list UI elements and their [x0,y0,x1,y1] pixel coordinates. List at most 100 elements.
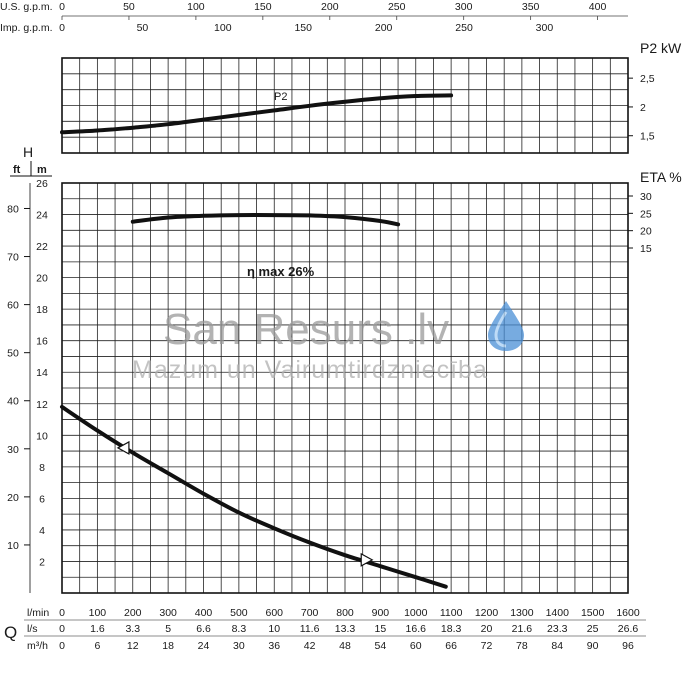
imp-gpm-label: Imp. g.p.m. [0,22,53,34]
ls-tick-labels: 0 1.6 3.3 5 6.6 8.3 10 11.6 13.3 15 16.6 18.3 20 21.6… [59,623,638,635]
imp-gpm-tick-label: 150 [294,22,312,34]
imp-gpm-tick-label: 200 [375,22,393,34]
eta-tick-label: 25 [640,208,652,220]
head-m-tick-label: 2 [39,556,45,568]
eta-tick-label: 30 [640,191,652,203]
ls-tick-label: 10 [268,623,280,635]
us-gpm-tick-label: 100 [187,1,205,13]
m3h-tick-label: 78 [516,640,528,652]
lmin-tick-label: 200 [124,607,142,619]
main-frame [61,182,629,594]
ls-tick-label: 23.3 [547,623,568,635]
ls-tick-label: 1.6 [90,623,105,635]
us-gpm-label: U.S. g.p.m. [0,1,53,13]
head-ft-tick-label: 50 [7,348,19,360]
us-gpm-tick-label: 0 [59,1,65,13]
watermark: San Resurs .lv Mazum un Vairumtirdzniecī… [132,301,524,384]
head-ft-tick-label: 70 [7,252,19,264]
m3h-tick-label: 72 [481,640,493,652]
head-m-tick-label: 14 [36,367,48,379]
flow-axis-q-label: Q [4,623,17,642]
imp-gpm-tick-label: 250 [455,22,473,34]
m3h-tick-labels: 0 6 12 18 24 30 36 42 48 54 60 66 72 78 84 90 96 [59,640,634,652]
m3h-tick-label: 30 [233,640,245,652]
range-marker-triangle [360,552,374,567]
lmin-tick-label: 1600 [616,607,640,619]
eta-tick-label: 15 [640,243,652,255]
lmin-tick-label: 1500 [581,607,605,619]
lmin-tick-label: 1200 [475,607,499,619]
us-gpm-tick-label: 200 [321,1,339,13]
ls-tick-label: 3.3 [125,623,140,635]
ls-tick-label: 6.6 [196,623,211,635]
lmin-tick-label: 100 [89,607,107,619]
m3h-tick-label: 60 [410,640,422,652]
head-ft-tick-label: 10 [7,540,19,552]
lmin-tick-label: 0 [59,607,65,619]
p2-tick-label: 2 [640,102,646,114]
head-unit-ft: ft [13,164,21,176]
water-drop-icon [488,301,524,351]
us-gpm-tick-label: 250 [388,1,406,13]
ls-tick-label: 20 [481,623,493,635]
m3h-tick-label: 84 [551,640,563,652]
p2-ticks: 2,5 2 1,5 [628,73,655,143]
m3h-tick-label: 90 [587,640,599,652]
ls-tick-label: 13.3 [335,623,356,635]
m3h-tick-label: 36 [268,640,280,652]
head-m-tick-label: 16 [36,336,48,348]
p2-tick-label: 1,5 [640,131,655,143]
lmin-tick-label: 800 [336,607,354,619]
power-grid [62,58,628,153]
top-axes: U.S. g.p.m. Imp. g.p.m. 0 50 100 150 200 250 3… [0,1,628,34]
m3h-tick-label: 48 [339,640,351,652]
us-gpm-tick-label: 150 [254,1,272,13]
p2-tick-label: 2,5 [640,73,655,85]
range-marker-triangle [116,440,130,455]
head-m-tick-label: 24 [36,210,48,222]
head-axis-title: H [23,144,33,160]
water-drop-highlight-icon [494,311,508,348]
head-ft-tick-label: 20 [7,492,19,504]
us-gpm-tick-label: 300 [455,1,473,13]
head-curve [60,404,448,589]
p2-series-label: P2 [274,91,287,103]
m3h-tick-label: 96 [622,640,634,652]
lmin-tick-label: 600 [265,607,283,619]
m3h-tick-label: 42 [304,640,316,652]
eta-max-annotation: η max 26% [247,264,315,279]
imp-gpm-tick-label: 0 [59,22,65,34]
eta-axis-title: ETA % [640,169,682,185]
m3h-label: m³/h [27,640,48,652]
head-ft-tick-label: 60 [7,300,19,312]
lmin-tick-label: 1100 [440,607,463,619]
lmin-tick-label: 400 [195,607,213,619]
head-ft-ticks: 80 70 60 50 40 30 20 10 [7,183,31,593]
lmin-tick-labels: 0 100 200 300 400 500 600 700 800 900 1000 1100 1200… [59,607,640,619]
lmin-tick-label: 700 [301,607,319,619]
main-grid [62,183,628,593]
head-m-tick-label: 12 [36,399,48,411]
us-gpm-ticks: 0 50 100 150 200 250 300 350 400 [59,1,606,20]
head-m-tick-label: 6 [39,493,45,505]
efficiency-curve [130,213,401,227]
m3h-tick-label: 66 [445,640,457,652]
watermark-subtitle: Mazum un Vairumtirdzniecība [132,356,488,384]
us-gpm-tick-label: 400 [589,1,607,13]
head-m-ticks: 26 24 22 20 18 16 14 12 10 8 6 4 2 [36,178,48,568]
imp-gpm-tick-label: 300 [536,22,554,34]
m3h-tick-label: 24 [198,640,210,652]
head-m-tick-label: 8 [39,462,45,474]
ls-tick-label: 26.6 [618,623,639,635]
head-ft-tick-label: 30 [7,444,19,456]
eta-tick-label: 20 [640,226,652,238]
m3h-tick-label: 6 [94,640,100,652]
ls-tick-label: 0 [59,623,65,635]
m3h-tick-label: 54 [375,640,387,652]
watermark-title: San Resurs .lv [163,305,449,354]
head-m-tick-label: 18 [36,304,48,316]
head-unit-m: m [37,164,47,176]
m3h-tick-label: 0 [59,640,65,652]
ls-tick-label: 15 [375,623,387,635]
